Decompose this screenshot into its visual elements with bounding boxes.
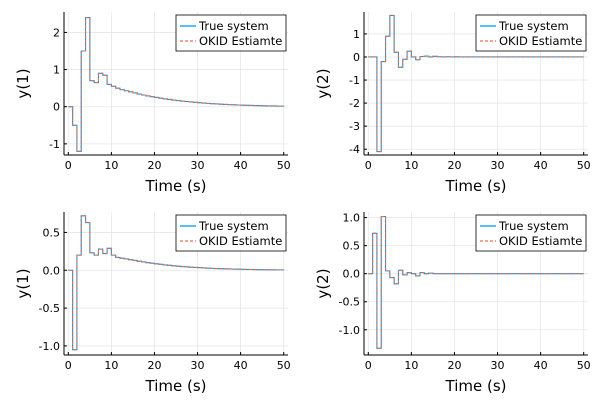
subplot-1: 0 10 20 30 40 50 -1 0 1 2 Time (s) y(1) True systemO… xyxy=(14,12,291,195)
y-tick-label: 0 xyxy=(53,101,60,114)
y-axis-label: y(2) xyxy=(314,268,332,298)
x-axis-label: Time (s) xyxy=(445,177,507,195)
y-tick-label: 0.5 xyxy=(343,240,361,253)
y-tick-label: -0.5 xyxy=(339,296,360,309)
x-axis-label: Time (s) xyxy=(445,377,507,395)
y-tick-label: 0.5 xyxy=(43,226,61,239)
x-tick-label: 10 xyxy=(404,159,418,172)
series-line-okid-estimate xyxy=(68,17,285,152)
legend-label: OKID Estiamte xyxy=(499,34,582,48)
series-line-okid-estimate xyxy=(368,14,584,153)
x-tick-label: 0 xyxy=(65,159,72,172)
y-tick-label: -2 xyxy=(349,97,360,110)
x-tick-label: 10 xyxy=(404,359,418,372)
x-tick-label: 40 xyxy=(534,159,548,172)
legend-label: True system xyxy=(498,19,569,33)
x-tick-label: 30 xyxy=(191,159,205,172)
x-tick-label: 30 xyxy=(491,159,505,172)
y-tick-label: -1.0 xyxy=(339,324,360,337)
y-tick-label: -3 xyxy=(349,120,360,133)
legend-label: True system xyxy=(498,219,569,233)
legend-box xyxy=(475,214,587,252)
x-tick-label: 30 xyxy=(491,359,505,372)
x-tick-label: 40 xyxy=(534,359,548,372)
y-tick-label: 2 xyxy=(53,26,60,39)
x-tick-label: 50 xyxy=(277,359,291,372)
x-tick-label: 0 xyxy=(365,359,372,372)
subplot-4: 0 10 20 30 40 50 -1.0 -0.5 0.0 0.5 1.0 Time (s) y(2)… xyxy=(314,212,591,395)
y-tick-label: 0 xyxy=(353,51,360,64)
legend-label: OKID Estiamte xyxy=(499,234,582,248)
legend-box xyxy=(475,14,587,52)
y-tick-label: -4 xyxy=(349,143,360,156)
legend-box xyxy=(175,214,287,252)
x-tick-label: 20 xyxy=(447,359,461,372)
series-line-okid-estimate xyxy=(368,215,584,349)
legend-label: OKID Estiamte xyxy=(199,34,282,48)
x-tick-label: 20 xyxy=(147,359,161,372)
legend-label: True system xyxy=(198,19,269,33)
x-tick-label: 40 xyxy=(234,159,248,172)
x-tick-label: 20 xyxy=(447,159,461,172)
x-tick-label: 30 xyxy=(191,359,205,372)
x-tick-label: 0 xyxy=(365,159,372,172)
x-tick-label: 50 xyxy=(277,159,291,172)
x-tick-label: 20 xyxy=(147,159,161,172)
x-tick-label: 50 xyxy=(577,159,591,172)
x-axis-label: Time (s) xyxy=(145,377,207,395)
series-line-okid-estimate xyxy=(68,215,285,351)
subplot-3: 0 10 20 30 40 50 -1.0 -0.5 0.0 0.5 Time (s) y(1) Tru… xyxy=(14,212,291,395)
legend-label: OKID Estiamte xyxy=(199,234,282,248)
subplot-2: 0 10 20 30 40 50 -4 -3 -2 -1 0 1 Time (s) y(2) True sy… xyxy=(314,12,591,195)
y-tick-label: 1 xyxy=(353,28,360,41)
x-tick-label: 50 xyxy=(577,359,591,372)
legend-label: True system xyxy=(198,219,269,233)
x-axis-label: Time (s) xyxy=(145,177,207,195)
x-tick-label: 40 xyxy=(234,359,248,372)
y-axis-label: y(1) xyxy=(14,68,32,98)
y-tick-label: -0.5 xyxy=(39,302,60,315)
y-axis-label: y(2) xyxy=(314,68,332,98)
x-tick-label: 10 xyxy=(104,359,118,372)
y-tick-label: 1 xyxy=(53,64,60,77)
y-axis-label: y(1) xyxy=(14,268,32,298)
x-tick-label: 10 xyxy=(104,159,118,172)
legend-box xyxy=(175,14,287,52)
y-tick-label: -1 xyxy=(49,138,60,151)
y-tick-label: -1.0 xyxy=(39,340,60,353)
y-tick-label: 0.0 xyxy=(343,268,361,281)
y-tick-label: 1.0 xyxy=(343,212,361,225)
y-tick-label: -1 xyxy=(349,74,360,87)
x-tick-label: 0 xyxy=(65,359,72,372)
y-tick-label: 0.0 xyxy=(43,264,61,277)
